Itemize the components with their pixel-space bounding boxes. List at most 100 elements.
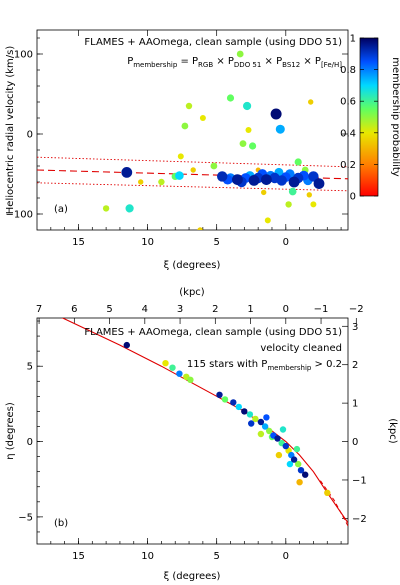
- velocity-band-lower: [37, 182, 348, 192]
- panel-b-frame: [36, 317, 349, 545]
- panel-b-right-ylabel: (kpc): [387, 418, 398, 444]
- x-tick-label: 10: [141, 237, 154, 248]
- data-point: [121, 167, 133, 178]
- data-point: [245, 127, 252, 133]
- panel-b-top-xlabel: (kpc): [179, 287, 205, 298]
- colorbar-tick-label: 0: [350, 192, 356, 203]
- data-point: [261, 189, 267, 196]
- colorbar: 1 0.8 0.6 0.4 0.2 0 membership probability: [340, 34, 400, 203]
- top-tick-label: 4: [142, 304, 148, 315]
- panel-a-frame: [36, 29, 349, 231]
- panel-b-xlabel: ξ (degrees): [164, 571, 221, 582]
- data-point: [176, 370, 183, 377]
- data-point: [279, 426, 287, 433]
- panel-b-label: (b): [54, 518, 68, 529]
- colorbar-tick-label: 0.6: [340, 97, 356, 108]
- panel-b-title: FLAMES + AAOmega, clean sample (using DD…: [84, 327, 342, 338]
- data-point: [275, 124, 285, 134]
- x-tick-label: 5: [214, 551, 220, 562]
- x-tick-label: 15: [72, 237, 85, 248]
- data-point: [230, 399, 237, 406]
- data-point: [187, 376, 194, 383]
- data-point: [290, 456, 298, 463]
- panel-a-xlabel: ξ (degrees): [164, 260, 221, 271]
- data-point: [313, 178, 325, 190]
- colorbar-label: membership probability: [390, 57, 400, 177]
- data-point: [138, 179, 144, 185]
- orbit-line-dashed: [319, 480, 348, 527]
- data-point: [175, 171, 184, 180]
- x-tick-label: 0: [283, 237, 289, 248]
- panel-b-points: [123, 341, 331, 496]
- panel-a-label: (a): [54, 204, 68, 215]
- data-point: [210, 162, 218, 170]
- data-point: [295, 460, 302, 468]
- colorbar-tick-label: 0.8: [340, 65, 356, 76]
- data-point: [324, 489, 331, 496]
- right-tick-label: −2: [352, 514, 367, 525]
- data-point: [261, 423, 269, 430]
- data-point: [246, 411, 254, 418]
- data-point: [243, 101, 252, 111]
- data-point: [264, 217, 271, 224]
- right-tick-label: −1: [352, 475, 367, 486]
- data-point: [310, 201, 317, 208]
- top-tick-label: 0: [283, 304, 289, 315]
- panel-b-count: 115 stars with Pmembership > 0.2: [187, 359, 342, 372]
- data-point: [306, 192, 312, 198]
- data-point: [169, 364, 176, 371]
- data-point: [248, 175, 260, 186]
- top-tick-label: −1: [314, 304, 329, 315]
- data-point: [177, 153, 184, 160]
- data-point: [297, 467, 305, 474]
- x-tick-label: 0: [283, 551, 289, 562]
- data-point: [293, 445, 301, 453]
- x-tick-label: 10: [141, 551, 154, 562]
- data-point: [282, 442, 289, 450]
- panel-b-ylabel: η (degrees): [5, 402, 16, 460]
- right-tick-label: 3: [352, 322, 358, 333]
- data-point: [185, 102, 193, 110]
- data-point: [263, 414, 270, 421]
- x-tick-label: 15: [72, 551, 85, 562]
- top-tick-label: 7: [36, 304, 42, 315]
- data-point: [123, 341, 130, 349]
- data-point: [162, 360, 169, 367]
- data-point: [235, 403, 242, 411]
- data-point: [216, 391, 223, 398]
- data-point: [294, 158, 302, 166]
- data-point: [217, 171, 228, 182]
- data-point: [241, 408, 248, 415]
- data-point: [248, 420, 255, 427]
- y-tick-label: 100: [14, 50, 33, 61]
- colorbar-ticks: 1 0.8 0.6 0.4 0.2 0: [340, 34, 378, 203]
- data-point: [275, 451, 283, 459]
- panel-a: 15 10 5 0 100 0 −100 FLAMES + AAOmega, clean s…: [5, 29, 349, 271]
- data-point: [158, 178, 165, 186]
- data-point: [226, 94, 235, 102]
- colorbar-gradient: [359, 37, 379, 197]
- data-point: [197, 227, 203, 230]
- data-point: [257, 418, 265, 426]
- data-point: [302, 471, 309, 478]
- data-point: [266, 427, 273, 435]
- y-tick-label: 5: [27, 362, 33, 373]
- right-tick-label: 2: [352, 360, 358, 371]
- data-point: [261, 174, 272, 186]
- colorbar-tick-label: 0.4: [340, 128, 356, 139]
- y-tick-label: −5: [18, 512, 33, 523]
- data-point: [239, 140, 247, 148]
- top-tick-label: 2: [212, 304, 218, 315]
- data-point: [319, 234, 327, 242]
- orbit-line: [61, 318, 348, 524]
- data-point: [190, 167, 196, 173]
- data-point: [232, 174, 243, 186]
- data-point: [274, 435, 281, 442]
- y-tick-label: −100: [6, 210, 33, 221]
- data-point: [125, 204, 134, 213]
- data-point: [252, 415, 259, 423]
- data-point: [270, 108, 282, 120]
- panel-b-subtitle: velocity cleaned: [260, 343, 342, 354]
